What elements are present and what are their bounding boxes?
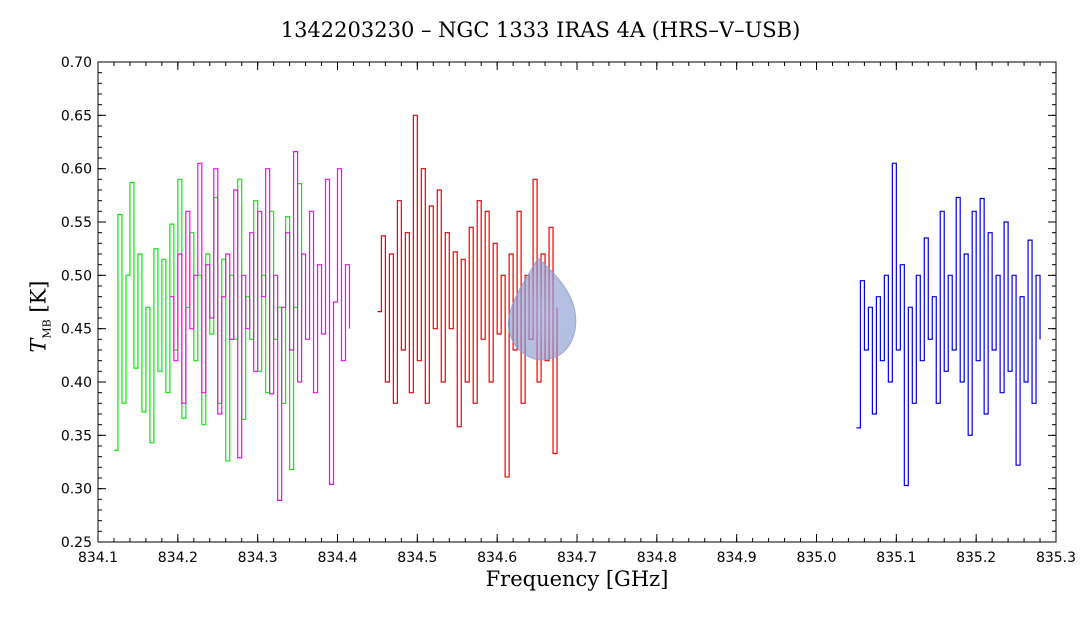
x-tick-label: 834.4	[317, 550, 357, 566]
x-tick-label: 835.3	[1036, 550, 1076, 566]
x-tick-label: 834.5	[397, 550, 437, 566]
y-axis-subscript: MB	[40, 319, 54, 339]
x-tick-label: 834.3	[238, 550, 278, 566]
y-tick-label: 0.30	[61, 482, 92, 498]
y-axis-unit: [K]	[26, 280, 51, 313]
x-tick-label: 834.1	[78, 550, 118, 566]
y-tick-label: 0.40	[61, 375, 92, 391]
y-tick-label: 0.50	[61, 268, 92, 284]
x-tick-label: 834.8	[637, 550, 677, 566]
spectrum-series-2	[169, 151, 351, 501]
spectrum-series-4	[856, 162, 1041, 487]
cursor-marker-icon	[508, 257, 577, 361]
y-tick-label: 0.60	[61, 162, 92, 178]
y-tick-label: 0.35	[61, 428, 92, 444]
y-tick-label: 0.25	[61, 535, 92, 551]
y-tick-label: 0.65	[61, 108, 92, 124]
x-tick-label: 834.2	[158, 550, 198, 566]
y-tick-label: 0.45	[61, 322, 92, 338]
x-tick-label: 835.1	[876, 550, 916, 566]
x-tick-label: 835.0	[796, 550, 836, 566]
y-axis-label: TMB [K]	[10, 248, 70, 388]
x-tick-label: 834.7	[557, 550, 597, 566]
y-axis-symbol: T	[26, 338, 51, 353]
x-tick-label: 835.2	[956, 550, 996, 566]
x-tick-label: 834.6	[477, 550, 517, 566]
y-tick-label: 0.55	[61, 215, 92, 231]
y-tick-label: 0.70	[61, 55, 92, 71]
spectrum-series-1	[113, 178, 303, 471]
x-axis-label: Frequency [GHz]	[485, 567, 669, 591]
chart-title: 1342203230 – NGC 1333 IRAS 4A (HRS–V–USB…	[280, 18, 801, 42]
x-tick-label: 834.9	[717, 550, 757, 566]
